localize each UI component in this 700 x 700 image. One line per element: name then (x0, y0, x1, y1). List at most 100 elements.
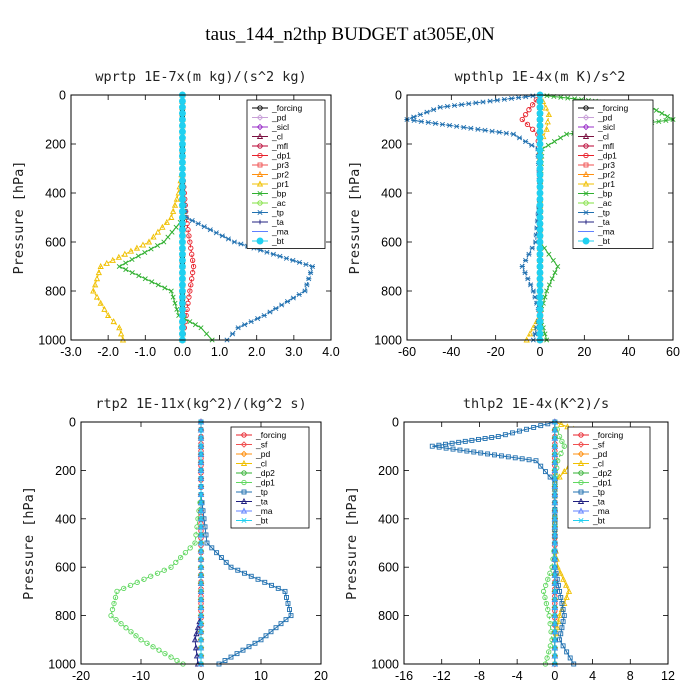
data-point (194, 624, 202, 631)
y-tick-label: 1000 (374, 334, 402, 348)
data-point (552, 443, 558, 449)
data-point (411, 117, 417, 123)
data-point (267, 309, 273, 315)
legend-marker (583, 209, 589, 216)
data-point (536, 232, 544, 240)
legend-item: _cl (236, 459, 267, 469)
y-tick-label: 600 (378, 561, 399, 575)
data-point (425, 119, 431, 125)
data-point (526, 330, 534, 337)
data-point (510, 131, 516, 137)
data-point (480, 99, 486, 105)
legend-item: _pd (236, 449, 270, 459)
x-tick-label: -8 (474, 669, 485, 683)
data-point (517, 428, 522, 434)
data-point (186, 294, 192, 300)
data-point (544, 288, 550, 294)
data-point (536, 128, 544, 136)
plot-frame (406, 94, 674, 341)
panel-title: rtp2 1E-11x(kg^2)/(kg^2 s) (95, 396, 306, 412)
legend-marker (578, 470, 584, 476)
data-point (178, 263, 186, 270)
data-point (178, 152, 186, 160)
data-point (659, 110, 665, 116)
legend-label: _tp (255, 487, 268, 497)
data-point (128, 629, 134, 635)
data-point (536, 324, 544, 332)
data-point (270, 251, 277, 257)
series-pr1 (90, 91, 186, 343)
data-point (192, 540, 198, 546)
legend-label: _forcing (592, 430, 624, 440)
legend-label: _forcing (271, 103, 303, 113)
data-point (170, 294, 176, 300)
series-bp (116, 92, 215, 343)
data-point (269, 582, 274, 588)
data-point (557, 569, 564, 576)
legend-item: _pr2 (578, 170, 615, 180)
data-point (161, 567, 167, 573)
data-point (178, 232, 186, 240)
data-point (564, 131, 570, 137)
y-tick-label: 0 (392, 416, 399, 430)
data-point (178, 140, 186, 148)
legend-label: _ac (597, 198, 612, 208)
data-point (178, 299, 186, 307)
data-point (522, 270, 528, 276)
data-point (198, 475, 204, 481)
legend-label: _bp (271, 189, 286, 199)
legend-item: _pr1 (252, 179, 289, 189)
data-point (255, 316, 261, 322)
data-point (538, 463, 544, 469)
legend-marker (256, 170, 264, 177)
data-point (198, 588, 204, 594)
series-bt (178, 91, 186, 344)
legend-item: _bp (252, 189, 286, 199)
data-point (663, 117, 669, 123)
data-point (496, 129, 502, 135)
data-point (112, 594, 119, 601)
panel-title: thlp2 1E-4x(K^2)/s (463, 396, 609, 412)
data-point (198, 467, 204, 473)
data-point (547, 474, 553, 480)
data-point (93, 293, 101, 300)
data-point (560, 619, 566, 625)
data-point (552, 508, 558, 514)
data-point (178, 165, 186, 172)
data-point (178, 116, 186, 123)
data-point (192, 644, 200, 651)
legend-label: _ma (592, 506, 610, 516)
data-point (424, 109, 430, 115)
x-tick-label: -12 (433, 669, 451, 683)
data-point (536, 275, 544, 283)
data-point (207, 227, 213, 233)
legend-item: _ta (573, 497, 605, 507)
data-point (163, 218, 170, 225)
data-point (557, 637, 563, 643)
data-point (198, 540, 204, 546)
y-tick-label: 200 (381, 138, 402, 152)
legend-item: _ma (578, 227, 615, 237)
data-point (248, 573, 254, 579)
data-point (502, 432, 508, 438)
data-point (450, 446, 456, 452)
data-point (178, 103, 186, 111)
data-point (519, 456, 525, 462)
legend-label: _sicl (271, 122, 289, 132)
data-point (546, 612, 552, 619)
data-point (198, 637, 204, 643)
data-point (178, 324, 186, 332)
data-point (198, 451, 204, 457)
data-point (189, 257, 196, 264)
legend-marker (257, 152, 263, 159)
data-point (522, 111, 529, 118)
legend-item: _dp1 (573, 478, 612, 488)
data-point (283, 255, 290, 261)
data-point (545, 142, 551, 148)
data-point (213, 230, 219, 236)
data-point (436, 444, 442, 450)
data-point (95, 269, 102, 276)
legend-item: _mfl (252, 141, 288, 151)
data-point (172, 300, 178, 306)
legend-item: _cl (573, 459, 604, 469)
